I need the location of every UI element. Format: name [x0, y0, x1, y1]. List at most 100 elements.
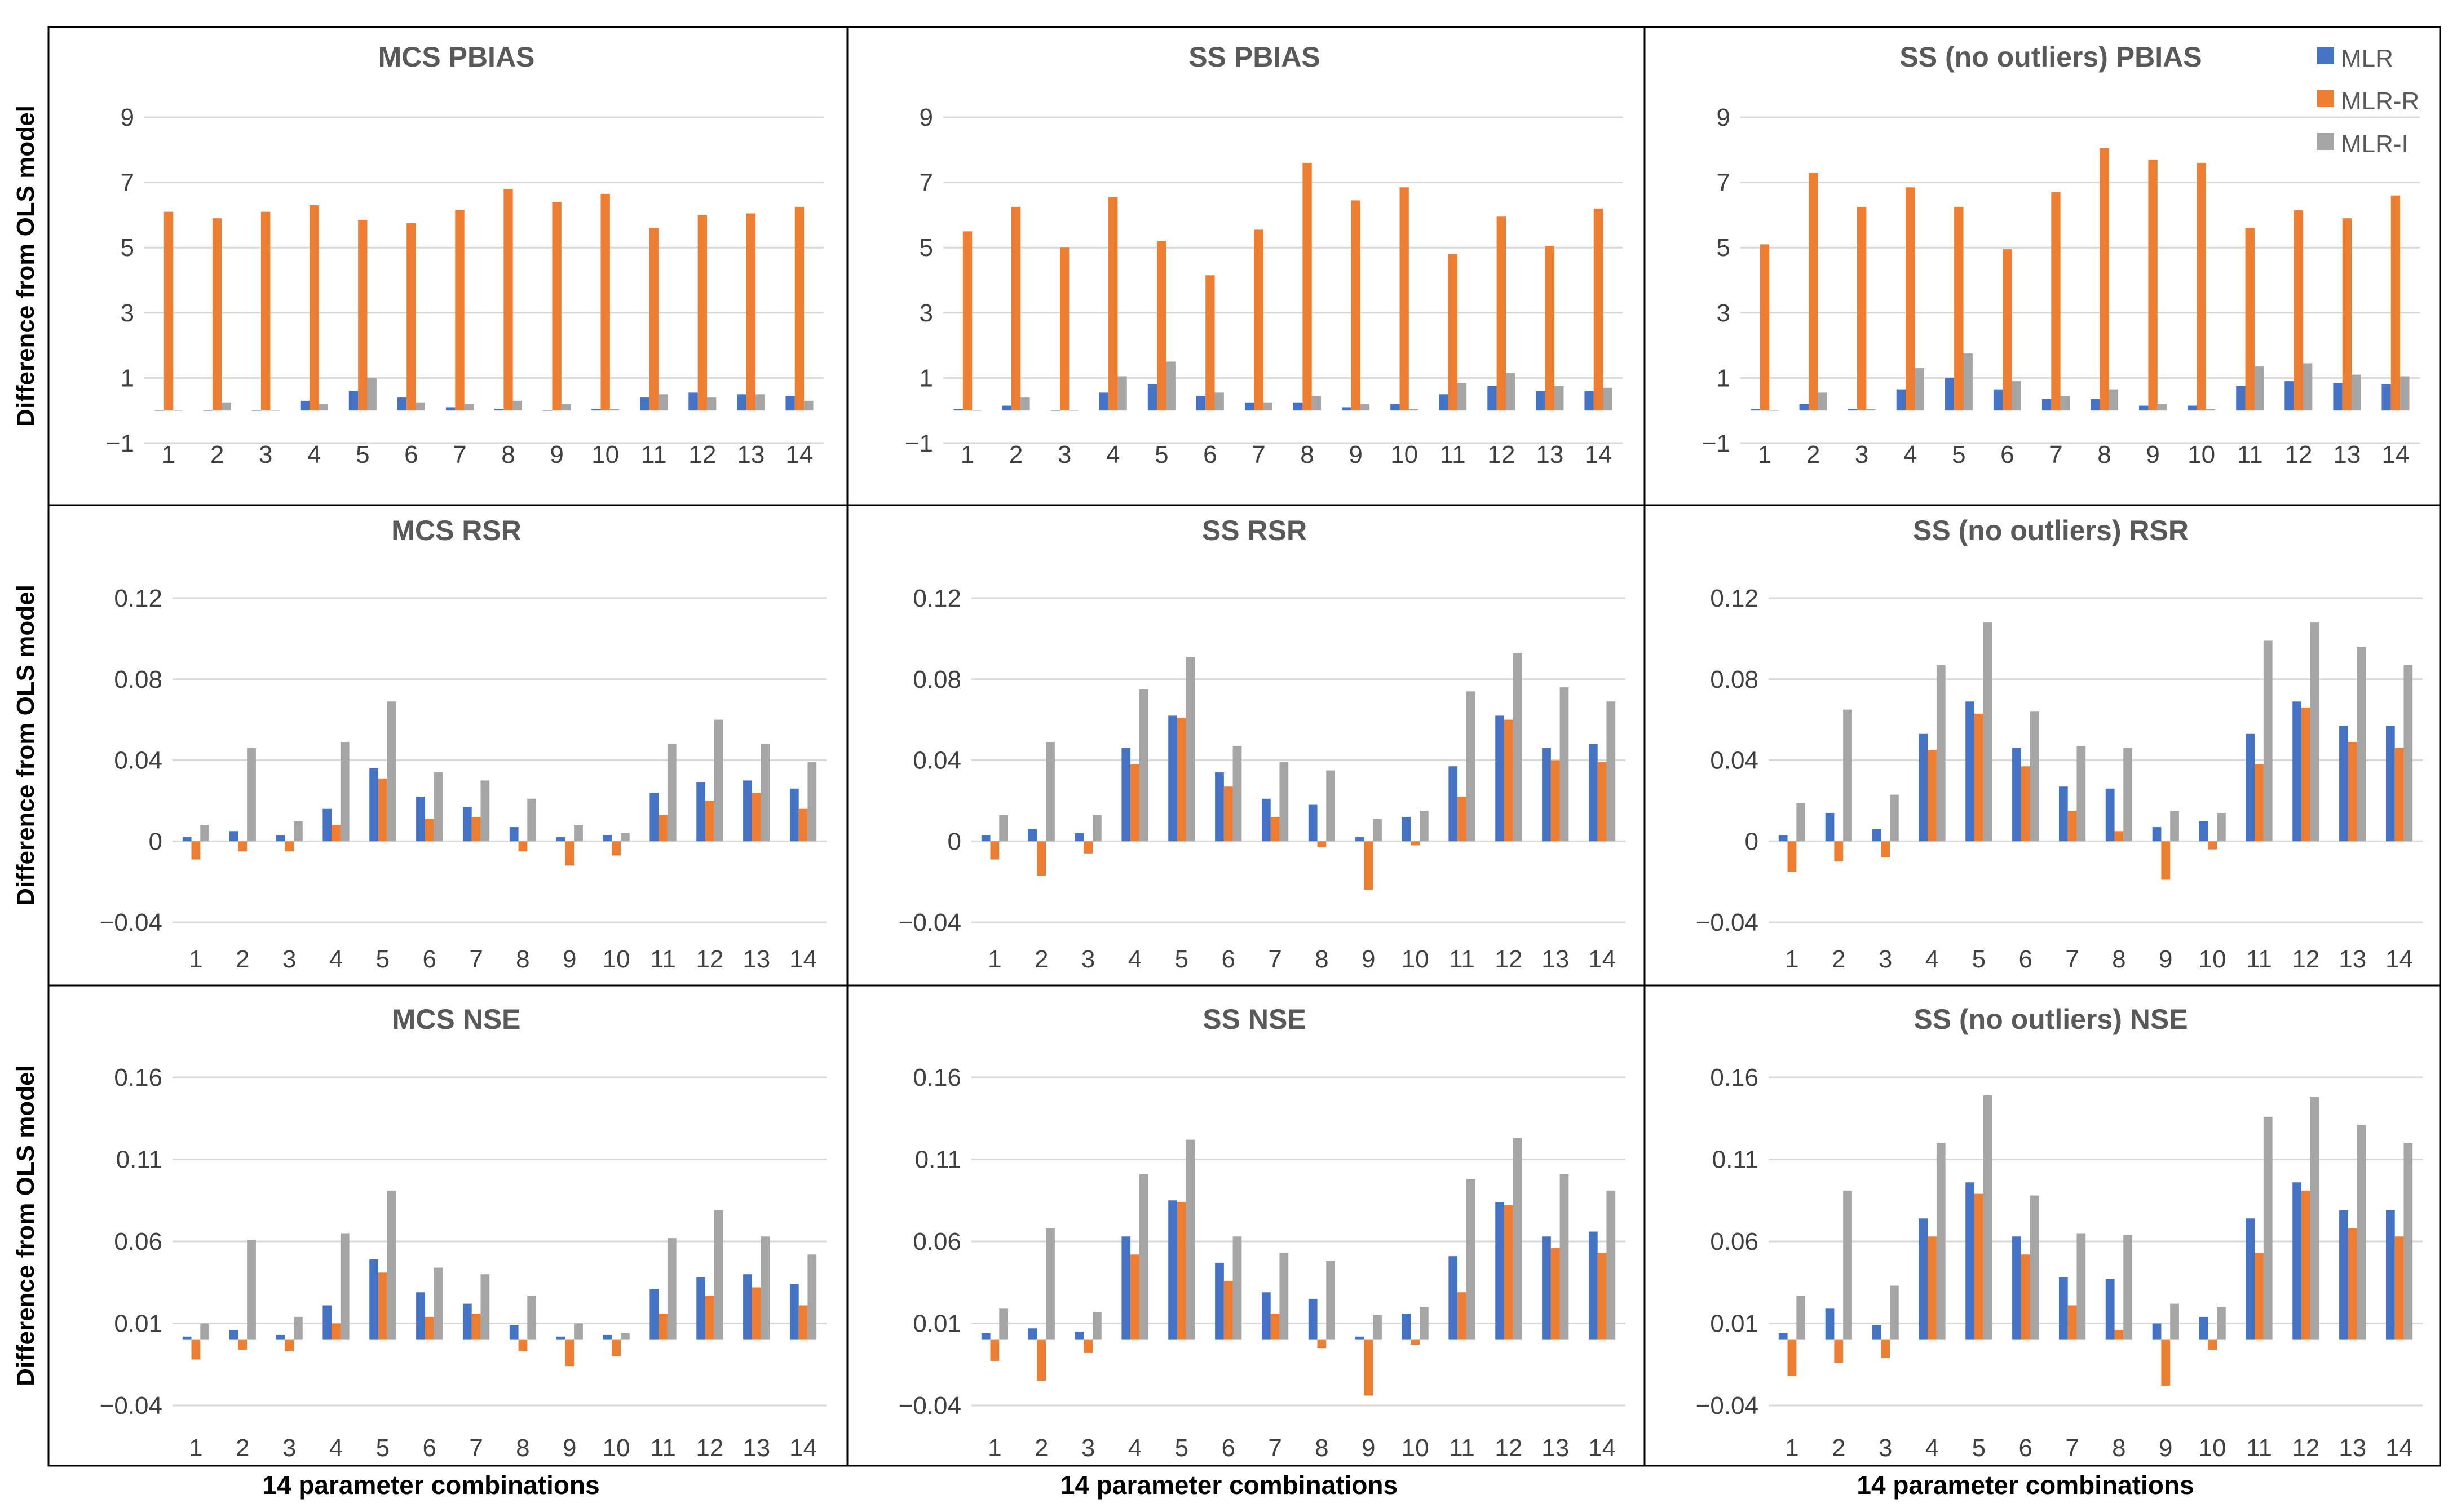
bar-mlr-r: [2348, 1228, 2357, 1340]
y-tick-label: −1: [905, 430, 933, 457]
bar-mlr: [696, 782, 705, 842]
bar-mlr-i: [2357, 647, 2366, 842]
x-tick-label: 2: [1832, 945, 1845, 973]
bar-mlr-i: [480, 780, 490, 842]
bar-mlr-i: [1420, 811, 1429, 842]
bar-mlr: [1028, 1328, 1037, 1340]
panel-title: SS PBIAS: [1188, 41, 1320, 73]
y-tick-label: 0.01: [913, 1310, 961, 1338]
bar-mlr-r: [191, 1339, 201, 1360]
bar-mlr: [1448, 1256, 1458, 1340]
bar-mlr: [154, 410, 164, 411]
bar-mlr-r: [1857, 206, 1867, 411]
x-tick-label: 10: [1402, 1434, 1429, 1462]
x-tick-label: 7: [453, 441, 466, 468]
bar-mlr: [1293, 402, 1303, 411]
x-tick-label: 4: [1903, 441, 1917, 468]
x-tick-label: 3: [1081, 1434, 1095, 1462]
bar-mlr-i: [1279, 1253, 1289, 1340]
bar-mlr-r: [1037, 841, 1046, 876]
bar-mlr-r: [1130, 1254, 1139, 1340]
bar-mlr: [1542, 748, 1551, 842]
x-tick-label: 1: [961, 441, 974, 468]
bar-mlr-i: [807, 762, 817, 842]
bar-mlr-i: [1936, 1143, 1946, 1340]
bar-mlr: [276, 1334, 285, 1340]
bar-mlr-i: [1559, 687, 1569, 842]
x-tick-label: 9: [550, 441, 563, 468]
bar-mlr: [1099, 392, 1109, 411]
bar-mlr-i: [972, 410, 982, 411]
x-tick-label: 10: [603, 945, 630, 973]
bar-mlr: [543, 410, 553, 411]
bar-mlr: [1261, 1292, 1271, 1340]
bar-mlr: [1584, 391, 1594, 411]
bar-mlr: [789, 788, 799, 842]
bar-mlr: [1778, 1333, 1788, 1340]
bar-mlr-r: [1504, 1205, 1513, 1340]
bar-mlr-r: [2348, 742, 2357, 842]
legend-label: MLR-R: [2341, 87, 2419, 115]
bar-mlr-r: [649, 228, 659, 411]
y-tick-label: 0.06: [1710, 1228, 1758, 1255]
bar-mlr: [1896, 389, 1906, 411]
bar-mlr-i: [512, 400, 523, 411]
bar-mlr-i: [2263, 640, 2273, 842]
x-tick-label: 6: [422, 945, 436, 973]
legend-swatch-mlr: [2317, 47, 2334, 64]
bar-mlr-i: [1559, 1174, 1569, 1340]
bar-mlr: [348, 391, 359, 411]
bar-mlr-r: [1108, 197, 1118, 411]
bar-mlr-r: [1834, 1339, 1844, 1363]
bar-mlr-i: [1263, 402, 1272, 411]
x-tick-label: 7: [469, 945, 483, 973]
bar-mlr-r: [2301, 708, 2310, 842]
bar-mlr-r: [2197, 162, 2206, 411]
bar-mlr-r: [1457, 1292, 1466, 1340]
bar-mlr-i: [1020, 397, 1030, 411]
bar-mlr: [2199, 821, 2208, 842]
bar-mlr: [2058, 786, 2068, 842]
bar-mlr-r: [261, 211, 271, 411]
x-tick-label: 12: [2292, 945, 2319, 973]
bar-mlr: [1355, 1336, 1364, 1340]
bar-mlr-i: [527, 1296, 537, 1340]
bar-mlr-r: [212, 218, 222, 411]
x-tick-label: 9: [1362, 1434, 1375, 1462]
bar-mlr: [737, 394, 746, 411]
y-tick-label: −0.04: [1696, 909, 1758, 936]
bar-mlr-i: [1408, 409, 1418, 411]
bar-mlr-r: [2342, 218, 2352, 411]
y-tick-label: 0.04: [913, 747, 961, 775]
bar-mlr-r: [1448, 254, 1457, 411]
bar-mlr-r: [518, 841, 528, 852]
x-tick-label: 1: [988, 1434, 1001, 1462]
bar-mlr-r: [705, 801, 714, 842]
bar-mlr-i: [1843, 709, 1852, 842]
legend-label: MLR-I: [2341, 130, 2409, 158]
x-tick-label: 9: [563, 1434, 576, 1462]
bar-mlr-r: [238, 841, 248, 852]
bar-mlr: [229, 1330, 238, 1340]
bar-mlr-i: [1360, 404, 1370, 411]
bar-mlr: [556, 1336, 565, 1340]
bar-mlr: [1121, 1236, 1131, 1340]
bar-mlr: [743, 780, 752, 842]
x-tick-label: 8: [2112, 1434, 2125, 1462]
x-tick-label: 5: [1972, 945, 1986, 973]
bar-mlr-r: [1545, 246, 1555, 411]
bar-mlr-i: [1606, 701, 1616, 842]
bar-mlr: [182, 1336, 192, 1340]
x-tick-label: 13: [2339, 1434, 2366, 1462]
bar-mlr-i: [1166, 361, 1176, 411]
y-axis-label: Difference from OLS model: [12, 1065, 39, 1386]
bar-mlr-r: [552, 202, 562, 411]
x-tick-label: 4: [1128, 1434, 1142, 1462]
bar-mlr-r: [1928, 1236, 1937, 1340]
bar-mlr-r: [332, 825, 341, 842]
bar-mlr-r: [1317, 841, 1327, 848]
bar-mlr: [1965, 1182, 1974, 1340]
y-axis-label: Difference from OLS model: [12, 105, 39, 427]
x-tick-label: 12: [688, 441, 716, 468]
